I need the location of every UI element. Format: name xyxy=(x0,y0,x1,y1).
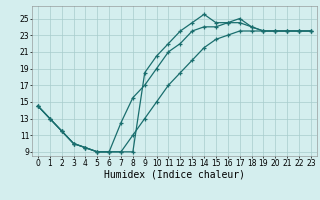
X-axis label: Humidex (Indice chaleur): Humidex (Indice chaleur) xyxy=(104,169,245,179)
